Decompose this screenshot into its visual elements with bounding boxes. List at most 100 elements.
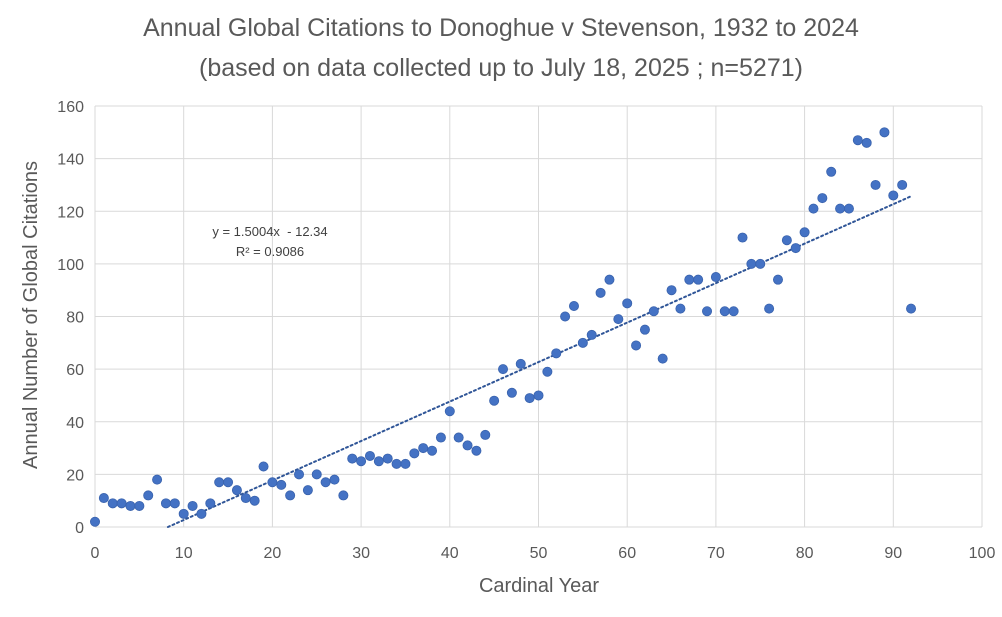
data-point xyxy=(240,493,251,504)
data-point xyxy=(568,300,579,311)
data-point xyxy=(746,258,757,269)
data-point xyxy=(152,474,163,485)
data-point xyxy=(790,243,801,254)
data-point xyxy=(586,329,597,340)
data-point xyxy=(276,479,287,490)
data-point xyxy=(285,490,296,501)
x-tick-label: 30 xyxy=(352,545,370,562)
trendline-equation: y = 1.5004x - 12.34 xyxy=(212,224,327,239)
data-point xyxy=(223,477,234,488)
data-point xyxy=(710,272,721,283)
data-point xyxy=(542,366,553,377)
data-point xyxy=(196,508,207,519)
data-point xyxy=(302,485,313,496)
data-point xyxy=(187,500,198,511)
x-axis-label: Cardinal Year xyxy=(479,575,599,597)
y-tick-label: 120 xyxy=(57,204,84,221)
data-point xyxy=(595,287,606,298)
data-point xyxy=(577,337,588,348)
data-point xyxy=(719,306,730,317)
y-tick-label: 140 xyxy=(57,152,84,169)
trendline-layer xyxy=(166,195,913,529)
x-tick-label: 80 xyxy=(796,545,814,562)
chart-subtitle: (based on data collected up to July 18, … xyxy=(199,54,803,82)
data-point xyxy=(356,456,367,467)
y-axis-label: Annual Number of Global Citations xyxy=(20,161,42,469)
data-point xyxy=(852,135,863,146)
data-point xyxy=(160,498,171,509)
data-point xyxy=(861,137,872,148)
x-tick-label: 90 xyxy=(884,545,902,562)
data-point xyxy=(879,127,890,138)
data-point xyxy=(808,203,819,214)
data-point xyxy=(169,498,180,509)
data-point xyxy=(364,450,375,461)
data-point xyxy=(764,303,775,314)
data-point xyxy=(888,190,899,201)
data-point xyxy=(906,303,917,314)
data-point xyxy=(533,390,544,401)
data-point xyxy=(551,348,562,359)
data-point xyxy=(684,274,695,285)
data-point xyxy=(755,258,766,269)
data-points xyxy=(90,127,917,527)
data-point xyxy=(489,395,500,406)
data-point xyxy=(498,364,509,375)
data-point xyxy=(107,498,118,509)
data-point xyxy=(781,235,792,246)
gridlines xyxy=(94,105,983,528)
data-point xyxy=(427,445,438,456)
y-tick-label: 20 xyxy=(66,467,84,484)
data-point xyxy=(214,477,225,488)
data-point xyxy=(560,311,571,322)
data-point xyxy=(418,443,429,454)
data-point xyxy=(462,440,473,451)
data-point xyxy=(205,498,216,509)
data-point xyxy=(622,298,633,309)
data-point xyxy=(444,406,455,417)
data-point xyxy=(817,193,828,204)
data-point xyxy=(338,490,349,501)
data-point xyxy=(515,358,526,369)
data-point xyxy=(125,500,136,511)
data-point xyxy=(835,203,846,214)
data-point xyxy=(675,303,686,314)
data-point xyxy=(639,324,650,335)
data-point xyxy=(693,274,704,285)
trendline-r-squared: R² = 0.9086 xyxy=(236,244,304,259)
y-tick-label: 60 xyxy=(66,362,84,379)
data-point xyxy=(391,458,402,469)
x-tick-label: 10 xyxy=(175,545,193,562)
data-point xyxy=(666,285,677,296)
x-tick-label: 50 xyxy=(530,545,548,562)
data-point xyxy=(98,493,109,504)
data-point xyxy=(400,458,411,469)
data-point xyxy=(613,314,624,325)
y-tick-label: 40 xyxy=(66,415,84,432)
data-point xyxy=(373,456,384,467)
data-point xyxy=(294,469,305,480)
data-point xyxy=(826,166,837,177)
data-point xyxy=(728,306,739,317)
data-point xyxy=(702,306,713,317)
data-point xyxy=(453,432,464,443)
data-point xyxy=(267,477,278,488)
data-point xyxy=(843,203,854,214)
y-tick-label: 0 xyxy=(75,520,84,537)
data-point xyxy=(347,453,358,464)
data-point xyxy=(258,461,269,472)
data-point xyxy=(897,179,908,190)
data-point xyxy=(506,387,517,398)
x-tick-label: 0 xyxy=(91,545,100,562)
x-tick-label: 100 xyxy=(969,545,996,562)
x-tick-label: 60 xyxy=(618,545,636,562)
data-point xyxy=(143,490,154,501)
chart-title: Annual Global Citations to Donoghue v St… xyxy=(143,14,859,42)
data-point xyxy=(231,485,242,496)
x-tick-label: 20 xyxy=(264,545,282,562)
x-axis-tick-labels: 0 10 20 30 40 50 60 70 80 90 100 xyxy=(91,545,996,562)
y-tick-label: 100 xyxy=(57,257,84,274)
data-point xyxy=(631,340,642,351)
